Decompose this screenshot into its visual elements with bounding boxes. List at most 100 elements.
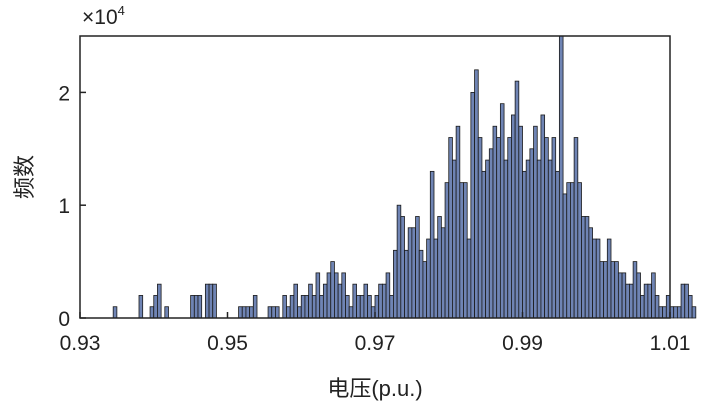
histogram-bar bbox=[359, 295, 365, 319]
x-tick-label: 1.01 bbox=[650, 332, 691, 355]
histogram-bar bbox=[555, 170, 560, 319]
histogram-bar bbox=[496, 137, 501, 319]
histogram-bar bbox=[588, 227, 593, 319]
y-axis-multiplier-exponent: 4 bbox=[118, 3, 125, 18]
tick-labels-group: 0.93 0.95 0.97 0.99 1.01 0 1 2 bbox=[58, 82, 690, 355]
histogram-bar bbox=[356, 295, 361, 319]
histogram-bar bbox=[577, 182, 582, 319]
histogram-bar bbox=[499, 103, 505, 319]
histogram-bar bbox=[267, 306, 273, 319]
histogram-bar bbox=[558, 35, 564, 319]
histogram-bar bbox=[629, 283, 634, 319]
y-tick-label: 2 bbox=[58, 82, 70, 105]
histogram-bar bbox=[522, 170, 527, 319]
histogram-bar bbox=[662, 306, 667, 319]
histogram-bar bbox=[411, 227, 416, 319]
histogram-bar bbox=[308, 283, 313, 319]
histogram-bar bbox=[595, 238, 601, 319]
histogram-bar bbox=[680, 283, 686, 319]
bars-group bbox=[112, 35, 697, 319]
histogram-bar bbox=[492, 125, 498, 319]
histogram-bar bbox=[238, 306, 243, 319]
histogram-bar bbox=[348, 306, 354, 319]
histogram-bar bbox=[326, 272, 332, 319]
histogram-bar bbox=[385, 272, 391, 319]
histogram-bar bbox=[304, 295, 310, 319]
histogram-bar bbox=[297, 306, 302, 319]
histogram-bar bbox=[688, 295, 693, 319]
histogram-bar bbox=[289, 295, 295, 319]
histogram-bar bbox=[632, 261, 638, 319]
histogram-bar bbox=[197, 295, 203, 319]
histogram-bar bbox=[566, 182, 571, 319]
histogram-bar bbox=[481, 170, 487, 319]
histogram-bar bbox=[315, 272, 321, 319]
histogram-bar bbox=[684, 283, 689, 319]
histogram-bar bbox=[452, 159, 457, 319]
histogram-bar bbox=[286, 306, 291, 319]
histogram-bar bbox=[562, 193, 568, 319]
histogram-bar bbox=[647, 283, 652, 319]
histogram-bar bbox=[208, 283, 214, 319]
histogram-bar bbox=[112, 306, 118, 319]
histogram-bar bbox=[643, 283, 649, 319]
histogram-bar bbox=[241, 306, 247, 319]
histogram-bar bbox=[249, 306, 254, 319]
histogram-bar bbox=[400, 216, 405, 319]
y-axis-multiplier: ×104 bbox=[82, 3, 125, 29]
histogram-bar bbox=[606, 238, 612, 319]
histogram-bar bbox=[547, 159, 553, 319]
histogram-bar bbox=[341, 272, 346, 319]
histogram-bar bbox=[352, 283, 357, 319]
histogram-bar bbox=[407, 227, 413, 319]
histogram-bar bbox=[300, 295, 306, 319]
histogram-bar bbox=[581, 216, 586, 319]
histogram-bar bbox=[437, 216, 442, 319]
histogram-bar bbox=[429, 170, 435, 319]
histogram-bar bbox=[381, 283, 387, 319]
histogram-bar bbox=[345, 295, 350, 319]
histogram-bar bbox=[651, 272, 656, 319]
histogram-bar bbox=[621, 272, 627, 319]
histogram-bar bbox=[455, 125, 461, 319]
histogram-bar bbox=[640, 295, 645, 319]
histogram-bar bbox=[529, 148, 534, 319]
histogram-bar bbox=[418, 249, 424, 319]
histogram-bar bbox=[466, 238, 472, 319]
histogram-bar bbox=[363, 283, 369, 319]
histogram-bar bbox=[433, 238, 439, 319]
histogram-bar bbox=[319, 295, 324, 319]
histogram-bar bbox=[610, 261, 616, 319]
histogram-bar bbox=[164, 306, 169, 319]
histogram-bar bbox=[322, 283, 328, 319]
y-tick-label: 1 bbox=[58, 195, 70, 218]
histogram-bar bbox=[404, 249, 409, 319]
x-tick-label: 0.93 bbox=[60, 332, 101, 355]
histogram-bar bbox=[282, 295, 287, 319]
histogram-bar bbox=[275, 306, 280, 319]
histogram-bar bbox=[389, 295, 394, 319]
histogram-bar bbox=[614, 261, 619, 319]
histogram-bar bbox=[544, 137, 549, 319]
histogram-bar bbox=[658, 306, 664, 319]
histogram-bar bbox=[459, 182, 464, 319]
histogram-bar bbox=[138, 295, 144, 319]
histogram-bar bbox=[396, 204, 402, 319]
histogram-bar bbox=[518, 125, 523, 319]
histogram-bar bbox=[511, 114, 516, 319]
histogram-bar bbox=[193, 295, 199, 319]
histogram-bar bbox=[337, 283, 343, 319]
histogram-bar bbox=[536, 159, 542, 319]
histogram-bar bbox=[603, 261, 608, 319]
histogram-bar bbox=[204, 283, 210, 319]
x-tick-label: 0.99 bbox=[502, 332, 543, 355]
histogram-bar bbox=[654, 295, 660, 319]
histogram-bar bbox=[477, 137, 483, 319]
histogram-bar bbox=[153, 295, 158, 319]
histogram-bar bbox=[330, 261, 335, 319]
histogram-bar bbox=[533, 125, 538, 319]
histogram-bar bbox=[592, 238, 597, 319]
histogram-bar bbox=[485, 159, 490, 319]
